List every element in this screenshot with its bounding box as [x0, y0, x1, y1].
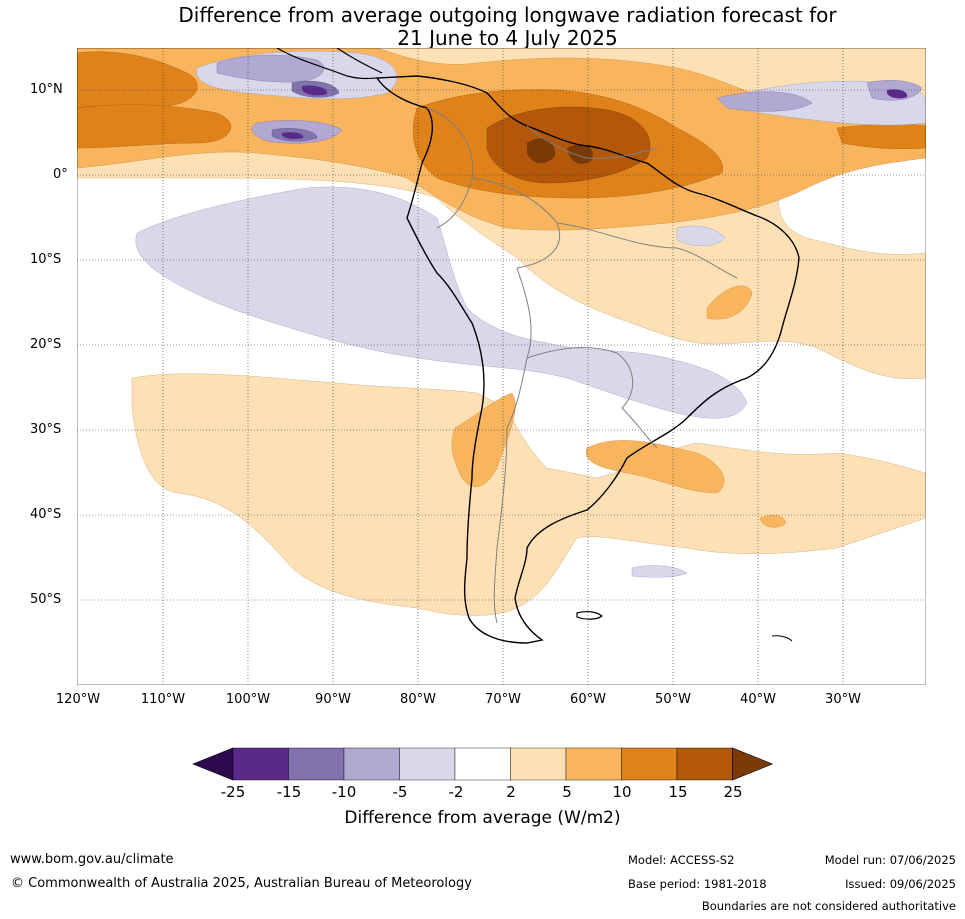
colorbar-tick-2: -10 — [331, 783, 357, 801]
model-name: Model: ACCESS-S2 — [628, 853, 735, 867]
colorbar — [192, 747, 774, 781]
lat-label-40s: 40°S — [30, 507, 62, 522]
title-line-2: 21 June to 4 July 2025 — [397, 26, 618, 50]
lon-label-90w: 90°W — [315, 692, 351, 707]
colorbar-tick-7: 10 — [612, 783, 632, 801]
colorbar-tick-5: 2 — [506, 783, 516, 801]
base-period: Base period: 1981-2018 — [628, 877, 767, 891]
anomaly-5-10-argentina — [451, 392, 516, 487]
anomaly-5-10-brazil — [706, 285, 753, 320]
negative-anomaly-pacific — [135, 186, 748, 419]
issued-date: Issued: 09/06/2025 — [845, 877, 956, 891]
boundaries-disclaimer: Boundaries are not considered authoritat… — [701, 899, 956, 913]
model-run-date: Model run: 07/06/2025 — [824, 853, 956, 867]
colorbar-tick-9: 25 — [723, 783, 743, 801]
colorbar-segments — [192, 747, 774, 781]
south-georgia — [771, 635, 793, 642]
lon-label-50w: 50°W — [655, 692, 691, 707]
lat-label-10n: 10°N — [30, 82, 63, 97]
negative-anomaly-south-atlantic — [631, 565, 688, 578]
colorbar-segment — [399, 747, 456, 781]
anomaly-above-25-amazon — [527, 138, 593, 164]
central-america-coastline — [276, 48, 383, 80]
anomaly-minus-10-15 — [271, 80, 340, 142]
lat-label-50s: 50°S — [30, 592, 62, 607]
colorbar-extend-high — [732, 747, 774, 781]
colorbar-tick-6: 5 — [562, 783, 572, 801]
negative-anomaly-east-atlantic — [676, 225, 726, 246]
country-borders — [426, 107, 738, 624]
colorbar-segment — [676, 747, 733, 781]
title-line-1: Difference from average outgoing longwav… — [178, 3, 837, 27]
lon-label-100w: 100°W — [225, 692, 271, 707]
lon-label-110w: 110°W — [140, 692, 186, 707]
colorbar-segment — [565, 747, 622, 781]
colorbar-tick-8: 15 — [668, 783, 688, 801]
lat-label-20s: 20°S — [30, 337, 62, 352]
lon-label-30w: 30°W — [825, 692, 861, 707]
lat-label-30s: 30°S — [30, 422, 62, 437]
lon-label-120w: 120°W — [55, 692, 101, 707]
lon-label-80w: 80°W — [400, 692, 436, 707]
colorbar-segment — [343, 747, 400, 781]
website-link[interactable]: www.bom.gov.au/climate — [10, 852, 174, 867]
colorbar-segment — [454, 747, 511, 781]
anomaly-10-15-pacific — [77, 104, 232, 149]
colorbar-segment — [288, 747, 345, 781]
colorbar-tick-1: -15 — [276, 783, 302, 801]
copyright-text: © Commonwealth of Australia 2025, Austra… — [11, 876, 472, 891]
colorbar-segment — [232, 747, 289, 781]
colorbar-segment — [510, 747, 567, 781]
chart-title: Difference from average outgoing longwav… — [0, 4, 965, 50]
lon-label-70w: 70°W — [485, 692, 521, 707]
colorbar-extend-low — [192, 747, 234, 781]
colorbar-tick-4: -2 — [448, 783, 464, 801]
lat-label-10s: 10°S — [30, 252, 62, 267]
lon-label-60w: 60°W — [570, 692, 606, 707]
gridlines — [77, 48, 926, 685]
lat-label-0: 0° — [53, 167, 68, 182]
colorbar-label: Difference from average (W/m2) — [344, 808, 621, 828]
anomaly-5-10-south-atlantic — [759, 515, 786, 528]
falkland-islands — [576, 610, 603, 620]
colorbar-segment — [621, 747, 678, 781]
colorbar-tick-3: -5 — [392, 783, 408, 801]
lon-label-40w: 40°W — [740, 692, 776, 707]
colorbar-tick-0: -25 — [220, 783, 246, 801]
south-america-coastline — [375, 75, 800, 644]
olr-anomaly-map — [77, 48, 926, 685]
